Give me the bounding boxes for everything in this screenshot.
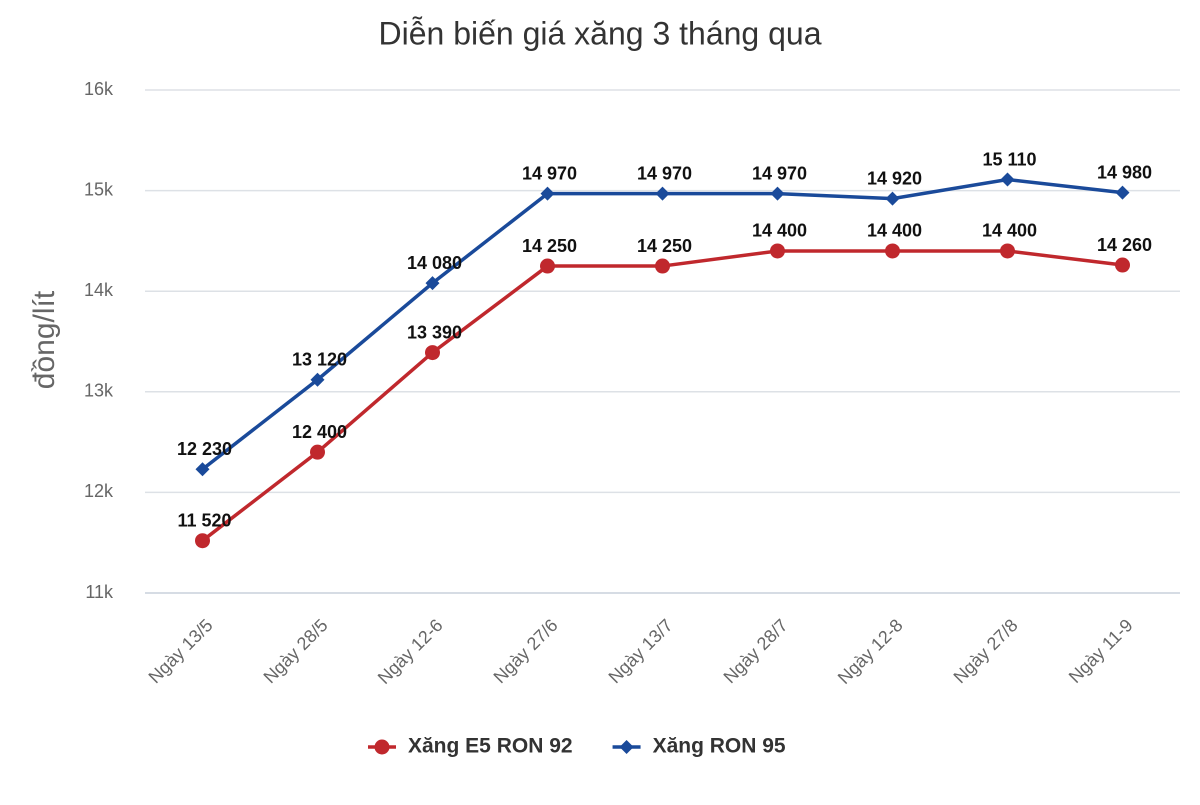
y-tick-label: 11k <box>85 582 114 602</box>
y-tick-label: 16k <box>84 79 114 99</box>
data-label: 14 250 <box>637 236 692 256</box>
y-tick-label: 12k <box>84 481 114 501</box>
marker <box>195 533 210 549</box>
y-tick-label: 14k <box>84 280 114 300</box>
marker <box>425 276 440 291</box>
marker <box>195 462 210 477</box>
x-tick-label: Ngày 12-6 <box>374 615 447 688</box>
marker <box>425 345 440 361</box>
data-label: 14 400 <box>752 221 807 241</box>
x-tick-label: Ngày 27/8 <box>950 615 1022 687</box>
x-tick-label: Ngày 11-9 <box>1065 615 1137 687</box>
marker <box>885 243 900 259</box>
marker <box>885 191 900 206</box>
data-label: 14 400 <box>867 221 922 241</box>
data-label: 14 250 <box>522 236 577 256</box>
y-tick-label: 13k <box>84 381 114 401</box>
marker <box>310 444 325 460</box>
marker <box>1115 257 1130 273</box>
y-axis-title: đồng/lít <box>28 290 61 389</box>
marker <box>655 258 670 274</box>
x-tick-label: Ngày 28/5 <box>260 615 332 687</box>
data-label: 14 980 <box>1097 162 1152 182</box>
data-label: 14 970 <box>637 163 692 183</box>
marker <box>770 186 785 201</box>
data-label: 14 400 <box>982 221 1037 241</box>
legend-label: Xăng RON 95 <box>653 735 786 758</box>
chart-title: Diễn biến giá xăng 3 tháng qua <box>378 15 821 51</box>
x-tick-label: Ngày 13/5 <box>145 615 217 687</box>
data-label: 14 080 <box>407 253 462 273</box>
data-label: 13 120 <box>292 349 347 369</box>
data-label: 14 970 <box>522 163 577 183</box>
data-label: 14 920 <box>867 168 922 188</box>
marker <box>1000 243 1015 259</box>
x-tick-label: Ngày 28/7 <box>720 615 792 687</box>
y-tick-label: 15k <box>84 179 114 199</box>
data-label: 14 970 <box>752 163 807 183</box>
marker <box>540 186 555 201</box>
marker <box>655 186 670 201</box>
series-line <box>201 249 1123 543</box>
data-label: 11 520 <box>177 510 231 530</box>
marker <box>1000 172 1015 187</box>
data-label: 14 260 <box>1097 235 1152 255</box>
data-label: 13 390 <box>407 322 462 342</box>
data-label: 15 110 <box>982 149 1036 169</box>
legend-marker <box>374 739 390 755</box>
marker <box>310 372 325 387</box>
legend-label: Xăng E5 RON 92 <box>408 735 573 758</box>
marker <box>1115 185 1130 200</box>
marker <box>540 258 555 274</box>
x-tick-label: Ngày 27/6 <box>490 615 562 687</box>
x-tick-label: Ngày 13/7 <box>605 615 677 687</box>
legend-marker <box>619 740 634 754</box>
data-label: 12 400 <box>292 422 347 442</box>
x-tick-label: Ngày 12-8 <box>834 615 907 688</box>
marker <box>770 243 785 259</box>
data-label: 12 230 <box>177 439 232 459</box>
